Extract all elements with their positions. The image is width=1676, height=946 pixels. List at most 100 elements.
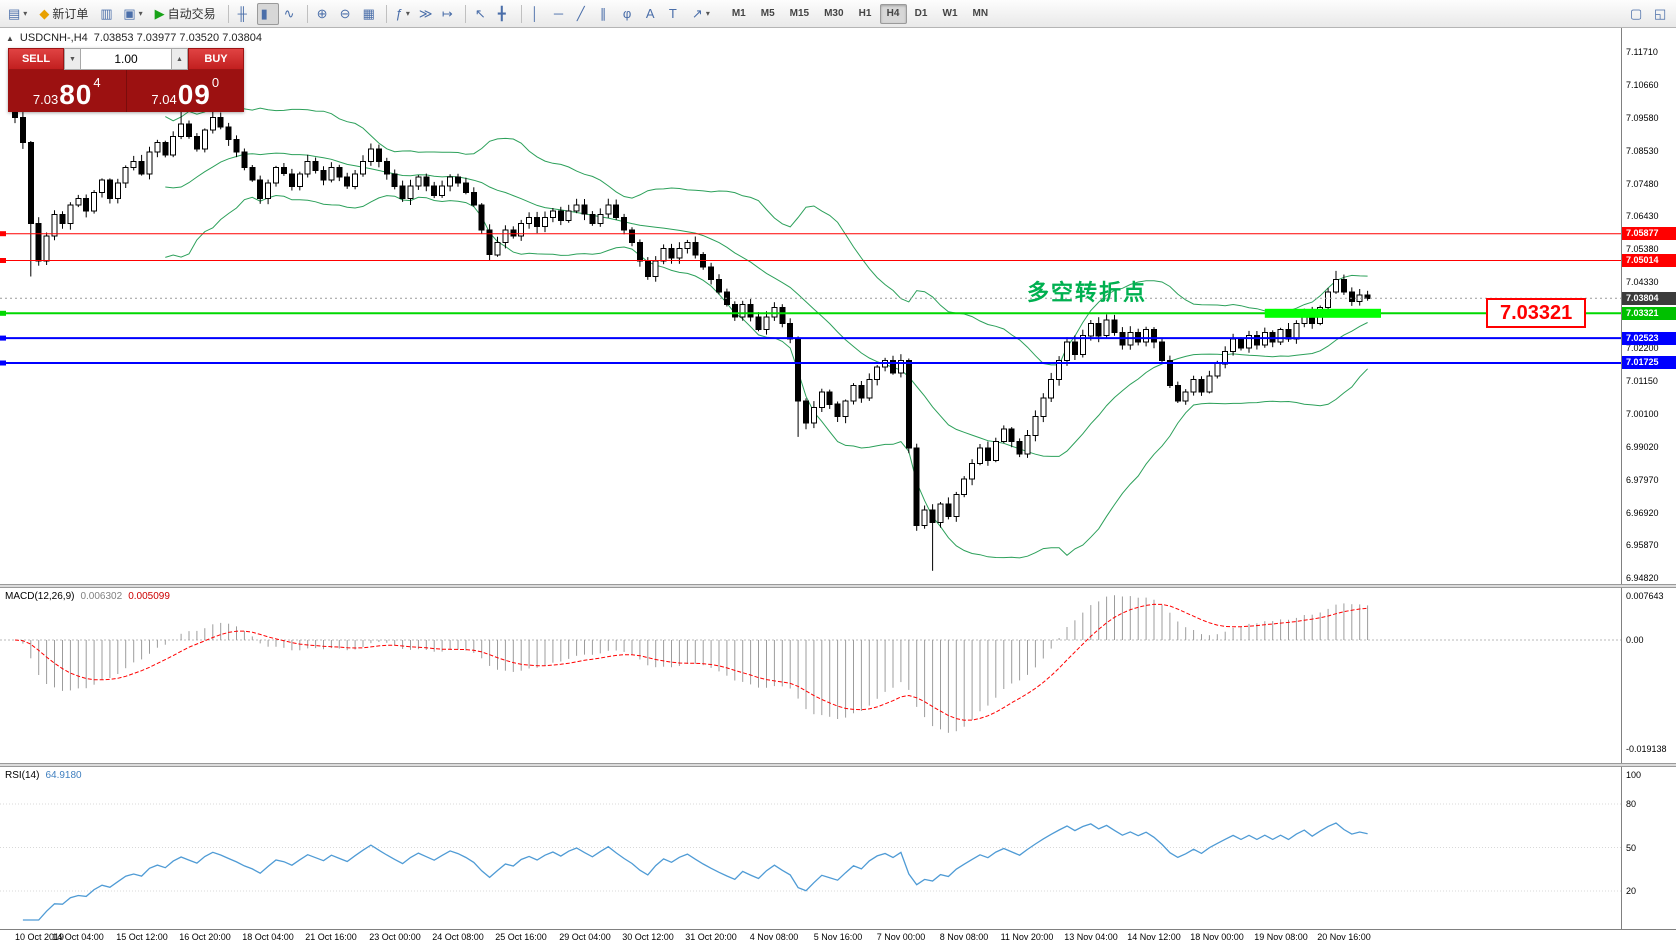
depth-of-market-icon: ▢	[1630, 6, 1643, 21]
volume-input[interactable]	[81, 49, 171, 69]
autotrade-button-label: 自动交易	[167, 7, 216, 21]
chart-shift-button[interactable]: ↦	[438, 3, 460, 25]
fibonacci-button[interactable]: φ	[619, 3, 641, 25]
zoom-out-icon: ⊖	[339, 6, 351, 21]
macd-main-value: 0.006302	[80, 591, 123, 602]
time-tick: 29 Oct 04:00	[559, 932, 611, 942]
timeframe-h1-button[interactable]: H1	[852, 4, 879, 24]
timeframe-d1-button[interactable]: D1	[908, 4, 935, 24]
autotrade-button[interactable]: ▶ 自动交易	[148, 3, 223, 25]
profiles-icon: ▣	[123, 6, 136, 21]
macd-tick: 0.007643	[1626, 591, 1664, 601]
panel-divider[interactable]	[0, 763, 1676, 767]
depth-of-market-button[interactable]: ▢	[1626, 3, 1648, 25]
channel-button[interactable]: ∥	[596, 3, 618, 25]
text-button[interactable]: A	[642, 3, 664, 25]
auto-scroll-button[interactable]: ≫	[415, 3, 437, 25]
price-tick: 7.07480	[1626, 179, 1659, 189]
profiles-button[interactable]: ▣ ▾	[119, 3, 146, 25]
volume-up-button[interactable]: ▲	[171, 48, 188, 70]
zoom-out-button[interactable]: ⊖	[336, 3, 358, 25]
price-tick: 7.00100	[1626, 409, 1659, 419]
rsi-axis[interactable]: 100 80 50 20	[1621, 767, 1676, 929]
timeframe-w1-button[interactable]: W1	[936, 4, 965, 24]
ohlc-values: 7.03853 7.03977 7.03520 7.03804	[93, 32, 262, 44]
macd-tick: -0.019138	[1626, 744, 1667, 754]
new-chart-button[interactable]: ▤ ▾	[4, 3, 31, 25]
time-tick: 8 Nov 08:00	[939, 932, 989, 942]
dropdown-caret-icon[interactable]: ▾	[138, 9, 143, 18]
timeframe-m5-button[interactable]: M5	[754, 4, 782, 24]
toolbar: ▤ ▾ ◆ 新订单 ▥ ▣ ▾ ▶ 自动交易 ╫ ▮ ∿ ⊕ ⊖ ▦ ƒ ▾ ≫ ↦ ↖ ╋ │ ─ ╱ ∥ φ A T ↗ ▾ M1 M5…	[0, 0, 1676, 28]
time-tick: 19 Nov 08:00	[1254, 932, 1308, 942]
time-tick: 31 Oct 20:00	[685, 932, 737, 942]
collapse-panel-icon[interactable]: ▲	[6, 33, 14, 43]
market-watch-button[interactable]: ▥	[96, 3, 118, 25]
buy-price-button[interactable]: 7.04 09 0	[127, 70, 245, 112]
rsi-name: RSI(14)	[5, 770, 40, 781]
volume-down-button[interactable]: ▼	[64, 48, 81, 70]
price-tick: 7.09580	[1626, 113, 1659, 123]
time-tick: 11 Nov 20:00	[1000, 932, 1054, 942]
price-axis[interactable]: 7.11710 7.10660 7.09580 7.08530 7.07480 7.064…	[1621, 28, 1676, 584]
time-axis[interactable]: 10 Oct 2019 14 Oct 04:00 15 Oct 12:00 16 Oc…	[0, 929, 1676, 946]
macd-canvas[interactable]	[0, 588, 1622, 763]
timeframe-mn-button[interactable]: MN	[966, 4, 996, 24]
time-tick: 18 Oct 04:00	[242, 932, 294, 942]
new-order-button[interactable]: ◆ 新订单	[32, 3, 95, 25]
indicators-button[interactable]: ƒ ▾	[392, 3, 414, 25]
trendline-button[interactable]: ╱	[573, 3, 595, 25]
dropdown-caret-icon[interactable]: ▾	[405, 9, 410, 18]
toolbar-right-group: ▢ ◱	[1626, 3, 1672, 25]
bar-chart-button[interactable]: ╫	[234, 3, 256, 25]
main-chart-canvas[interactable]	[0, 28, 1622, 584]
vertical-line-button[interactable]: │	[527, 3, 549, 25]
time-tick: 7 Nov 00:00	[876, 932, 926, 942]
buy-button[interactable]: BUY	[188, 48, 244, 70]
rsi-tick: 100	[1626, 770, 1642, 780]
buy-price-point: 0	[211, 75, 220, 90]
dropdown-caret-icon[interactable]: ▾	[705, 9, 710, 18]
line-chart-button[interactable]: ∿	[280, 3, 302, 25]
price-level-tag: 7.03321	[1622, 307, 1676, 320]
dropdown-caret-icon[interactable]: ▾	[23, 9, 28, 18]
sell-price-button[interactable]: 7.03 80 4	[8, 70, 127, 112]
rsi-tick: 80	[1626, 799, 1637, 809]
market-watch-icon: ▥	[100, 6, 113, 21]
horizontal-line-button[interactable]: ─	[550, 3, 572, 25]
price-level-label-box[interactable]: 7.03321	[1486, 298, 1587, 328]
crosshair-button[interactable]: ╋	[494, 3, 516, 25]
macd-axis[interactable]: 0.007643 0.00 -0.019138	[1621, 588, 1676, 763]
time-tick: 15 Oct 12:00	[116, 932, 168, 942]
tile-windows-button[interactable]: ▦	[359, 3, 381, 25]
trendline-icon: ╱	[576, 6, 585, 21]
arrows-button[interactable]: ↗ ▾	[688, 3, 714, 25]
sell-button[interactable]: SELL	[8, 48, 64, 70]
label-icon: T	[668, 6, 677, 21]
rsi-canvas[interactable]	[0, 767, 1622, 929]
timeframe-m1-button[interactable]: M1	[725, 4, 753, 24]
candlestick-chart-button[interactable]: ▮	[256, 2, 279, 25]
rsi-tick: 20	[1626, 886, 1637, 896]
panel-divider[interactable]	[0, 584, 1676, 588]
popup-prices-button[interactable]: ◱	[1650, 3, 1672, 25]
price-tick: 6.95870	[1626, 540, 1659, 550]
channel-icon: ∥	[599, 6, 607, 21]
zoom-in-button[interactable]: ⊕	[313, 3, 335, 25]
turning-point-annotation[interactable]: 多空转折点	[1027, 280, 1148, 305]
price-tick: 7.06430	[1626, 211, 1659, 221]
timeframe-m15-button[interactable]: M15	[783, 4, 816, 24]
label-button[interactable]: T	[665, 3, 687, 25]
price-tick: 6.96920	[1626, 508, 1659, 518]
time-tick: 5 Nov 16:00	[813, 932, 863, 942]
price-level-tag: 7.01725	[1622, 356, 1676, 369]
time-tick: 16 Oct 20:00	[179, 932, 231, 942]
timeframe-h4-button[interactable]: H4	[879, 3, 907, 24]
timeframe-m30-button[interactable]: M30	[817, 4, 850, 24]
one-click-trade-panel: SELL ▼ ▲ BUY 7.03 80 4 7.04 09 0	[8, 48, 244, 112]
sell-price-main: 7.03	[32, 92, 59, 107]
toolbar-separator	[464, 4, 466, 23]
price-tick: 7.02200	[1626, 343, 1659, 353]
new-order-icon: ◆	[39, 6, 50, 21]
cursor-button[interactable]: ↖	[471, 3, 493, 25]
